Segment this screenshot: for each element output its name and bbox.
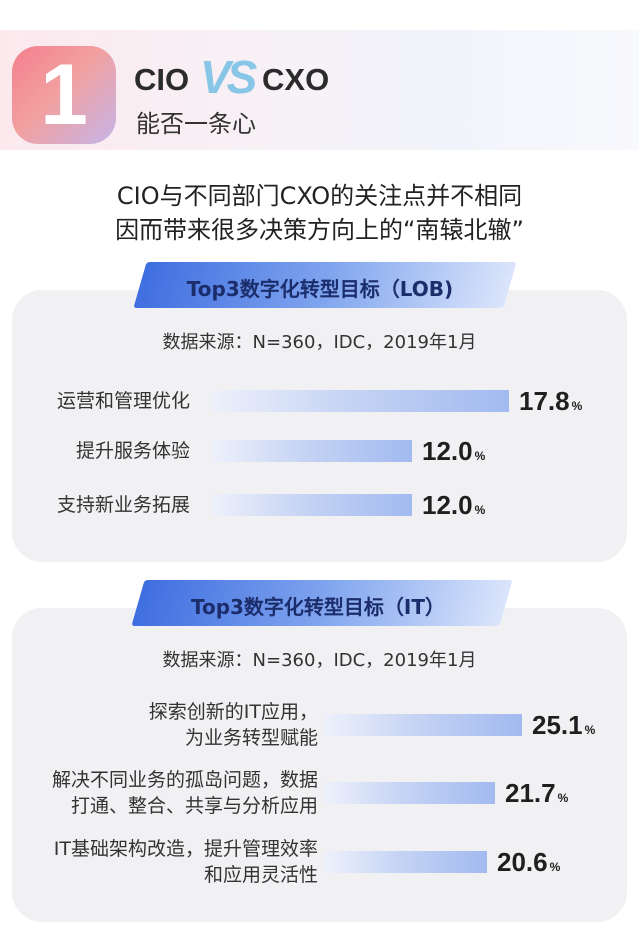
bar-label-line: 提升服务体验 xyxy=(75,440,190,462)
bar-value-unit: % xyxy=(549,860,561,874)
bar-value-unit: % xyxy=(557,791,569,805)
chart-card-lob xyxy=(12,290,627,562)
bar-label-lob-1: 提升服务体验 xyxy=(76,438,190,464)
bar-value-number: 17.8 xyxy=(519,386,570,416)
bar-value-unit: % xyxy=(474,503,486,517)
bar-label-line: 和应用灵活性 xyxy=(203,864,318,886)
section-number: 1 xyxy=(40,47,88,143)
bar-label-line: 运营和管理优化 xyxy=(56,390,190,412)
vs-logo: VS xyxy=(200,51,257,103)
bar-label-it-2: IT基础架构改造，提升管理效率和应用灵活性 xyxy=(54,836,318,888)
bar-label-line: 为业务转型赋能 xyxy=(184,727,318,749)
bar-value-number: 12.0 xyxy=(422,436,473,466)
bar-label-it-0: 探索创新的IT应用， 为业务转型赋能 xyxy=(149,699,318,751)
bar-value-unit: % xyxy=(571,399,583,413)
chart-source-lob: 数据来源：N=360，IDC，2019年1月 xyxy=(162,332,477,353)
bar-lob-2 xyxy=(212,494,412,516)
bar-value-it-0: 25.1% xyxy=(532,712,595,738)
header-subtitle: 能否一条心 xyxy=(136,110,256,138)
bar-value-lob-0: 17.8% xyxy=(519,388,582,414)
bar-value-number: 21.7 xyxy=(505,778,556,808)
intro-line-2: 因而带来很多决策方向上的“南辕北辙” xyxy=(115,216,524,244)
bar-label-line: 打通、整合、共享与分析应用 xyxy=(70,795,318,817)
header-left-role: CIO xyxy=(134,62,190,97)
bar-value-lob-1: 12.0% xyxy=(422,438,485,464)
bar-value-unit: % xyxy=(584,723,596,737)
bar-label-lob-0: 运营和管理优化 xyxy=(57,388,190,414)
bar-label-line: 探索创新的IT应用， xyxy=(148,701,318,723)
chart-source-it: 数据来源：N=360，IDC，2019年1月 xyxy=(162,650,477,671)
header-right-role: CXO xyxy=(262,62,330,97)
bar-lob-1 xyxy=(212,440,412,462)
bar-it-2 xyxy=(324,851,487,873)
intro-line-1: CIO与不同部门CXO的关注点并不相同 xyxy=(116,182,523,210)
bar-value-number: 20.6 xyxy=(497,847,548,877)
bar-label-lob-2: 支持新业务拓展 xyxy=(57,492,190,518)
bar-value-it-2: 20.6% xyxy=(497,849,560,875)
bar-it-0 xyxy=(324,714,522,736)
bar-label-line: IT基础架构改造，提升管理效率 xyxy=(53,838,318,860)
bar-label-line: 解决不同业务的孤岛问题，数据 xyxy=(51,769,318,791)
section-number-badge xyxy=(12,46,116,144)
bar-value-unit: % xyxy=(474,449,486,463)
chart-card-it xyxy=(12,608,627,922)
bar-value-lob-2: 12.0% xyxy=(422,492,485,518)
bar-value-it-1: 21.7% xyxy=(505,780,568,806)
bar-label-line: 支持新业务拓展 xyxy=(56,494,190,516)
bar-label-it-1: 解决不同业务的孤岛问题，数据打通、整合、共享与分析应用 xyxy=(52,767,318,819)
bar-value-number: 25.1 xyxy=(532,710,583,740)
bar-lob-0 xyxy=(212,390,509,412)
chart-title-it: Top3数字化转型目标（IT） xyxy=(190,594,446,619)
bar-it-1 xyxy=(324,782,495,804)
chart-title-lob: Top3数字化转型目标（LOB) xyxy=(186,276,454,301)
bar-value-number: 12.0 xyxy=(422,490,473,520)
